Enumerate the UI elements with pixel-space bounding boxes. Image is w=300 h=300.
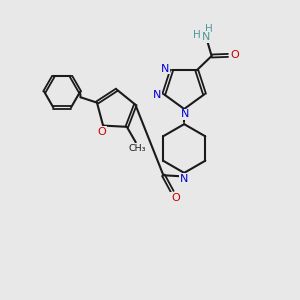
Text: O: O [97, 127, 106, 137]
Text: N: N [161, 64, 169, 74]
Text: O: O [230, 50, 239, 60]
Text: O: O [171, 193, 180, 202]
Text: N: N [180, 174, 188, 184]
Text: N: N [181, 109, 189, 119]
Text: N: N [202, 32, 210, 42]
Text: H: H [194, 30, 201, 40]
Text: N: N [153, 90, 161, 100]
Text: H: H [206, 24, 213, 34]
Text: CH₃: CH₃ [128, 144, 146, 153]
